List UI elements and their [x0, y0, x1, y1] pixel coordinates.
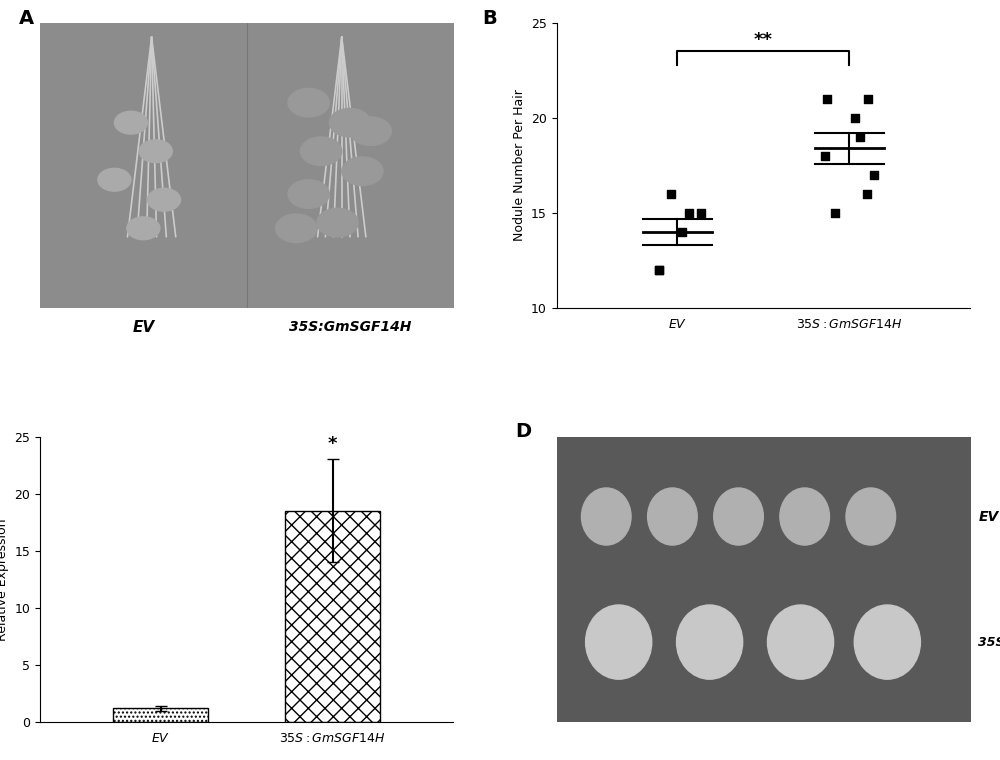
- Circle shape: [317, 208, 358, 237]
- Point: [859, 188, 875, 200]
- Point: [693, 207, 709, 219]
- Point: [852, 131, 868, 143]
- Point: [847, 112, 863, 124]
- Text: A: A: [19, 8, 34, 27]
- Circle shape: [127, 217, 160, 239]
- Circle shape: [98, 169, 131, 192]
- Point: [827, 207, 843, 219]
- Text: 35S:GmSGF14H: 35S:GmSGF14H: [978, 635, 1000, 648]
- Point: [860, 93, 876, 105]
- Text: **: **: [754, 31, 773, 49]
- Circle shape: [342, 157, 383, 185]
- Text: B: B: [482, 8, 497, 27]
- Point: [663, 188, 679, 200]
- Point: [674, 226, 690, 238]
- Ellipse shape: [648, 488, 697, 545]
- Ellipse shape: [846, 488, 896, 545]
- Text: D: D: [515, 423, 531, 442]
- Ellipse shape: [677, 605, 743, 679]
- Ellipse shape: [581, 488, 631, 545]
- Y-axis label: Relative Expression: Relative Expression: [0, 518, 9, 641]
- Ellipse shape: [767, 605, 834, 679]
- Point: [681, 207, 697, 219]
- Bar: [285, 511, 380, 722]
- Ellipse shape: [714, 488, 763, 545]
- Circle shape: [329, 109, 371, 137]
- Circle shape: [350, 117, 391, 145]
- Ellipse shape: [780, 488, 829, 545]
- Circle shape: [300, 137, 342, 166]
- Point: [651, 264, 667, 276]
- Circle shape: [114, 111, 147, 134]
- Point: [866, 169, 882, 181]
- Circle shape: [147, 188, 181, 211]
- Ellipse shape: [854, 605, 920, 679]
- Circle shape: [139, 140, 172, 163]
- Bar: [113, 708, 208, 722]
- Text: EV: EV: [132, 320, 154, 334]
- Ellipse shape: [586, 605, 652, 679]
- Y-axis label: Nodule Number Per Hair: Nodule Number Per Hair: [513, 90, 526, 242]
- Text: EV: EV: [978, 509, 999, 524]
- Text: 35S:GmSGF14H: 35S:GmSGF14H: [289, 320, 411, 334]
- Circle shape: [288, 88, 329, 117]
- Text: *: *: [328, 435, 338, 453]
- Circle shape: [276, 214, 317, 242]
- Point: [817, 150, 833, 162]
- Circle shape: [288, 180, 329, 208]
- Point: [651, 264, 667, 276]
- Point: [819, 93, 835, 105]
